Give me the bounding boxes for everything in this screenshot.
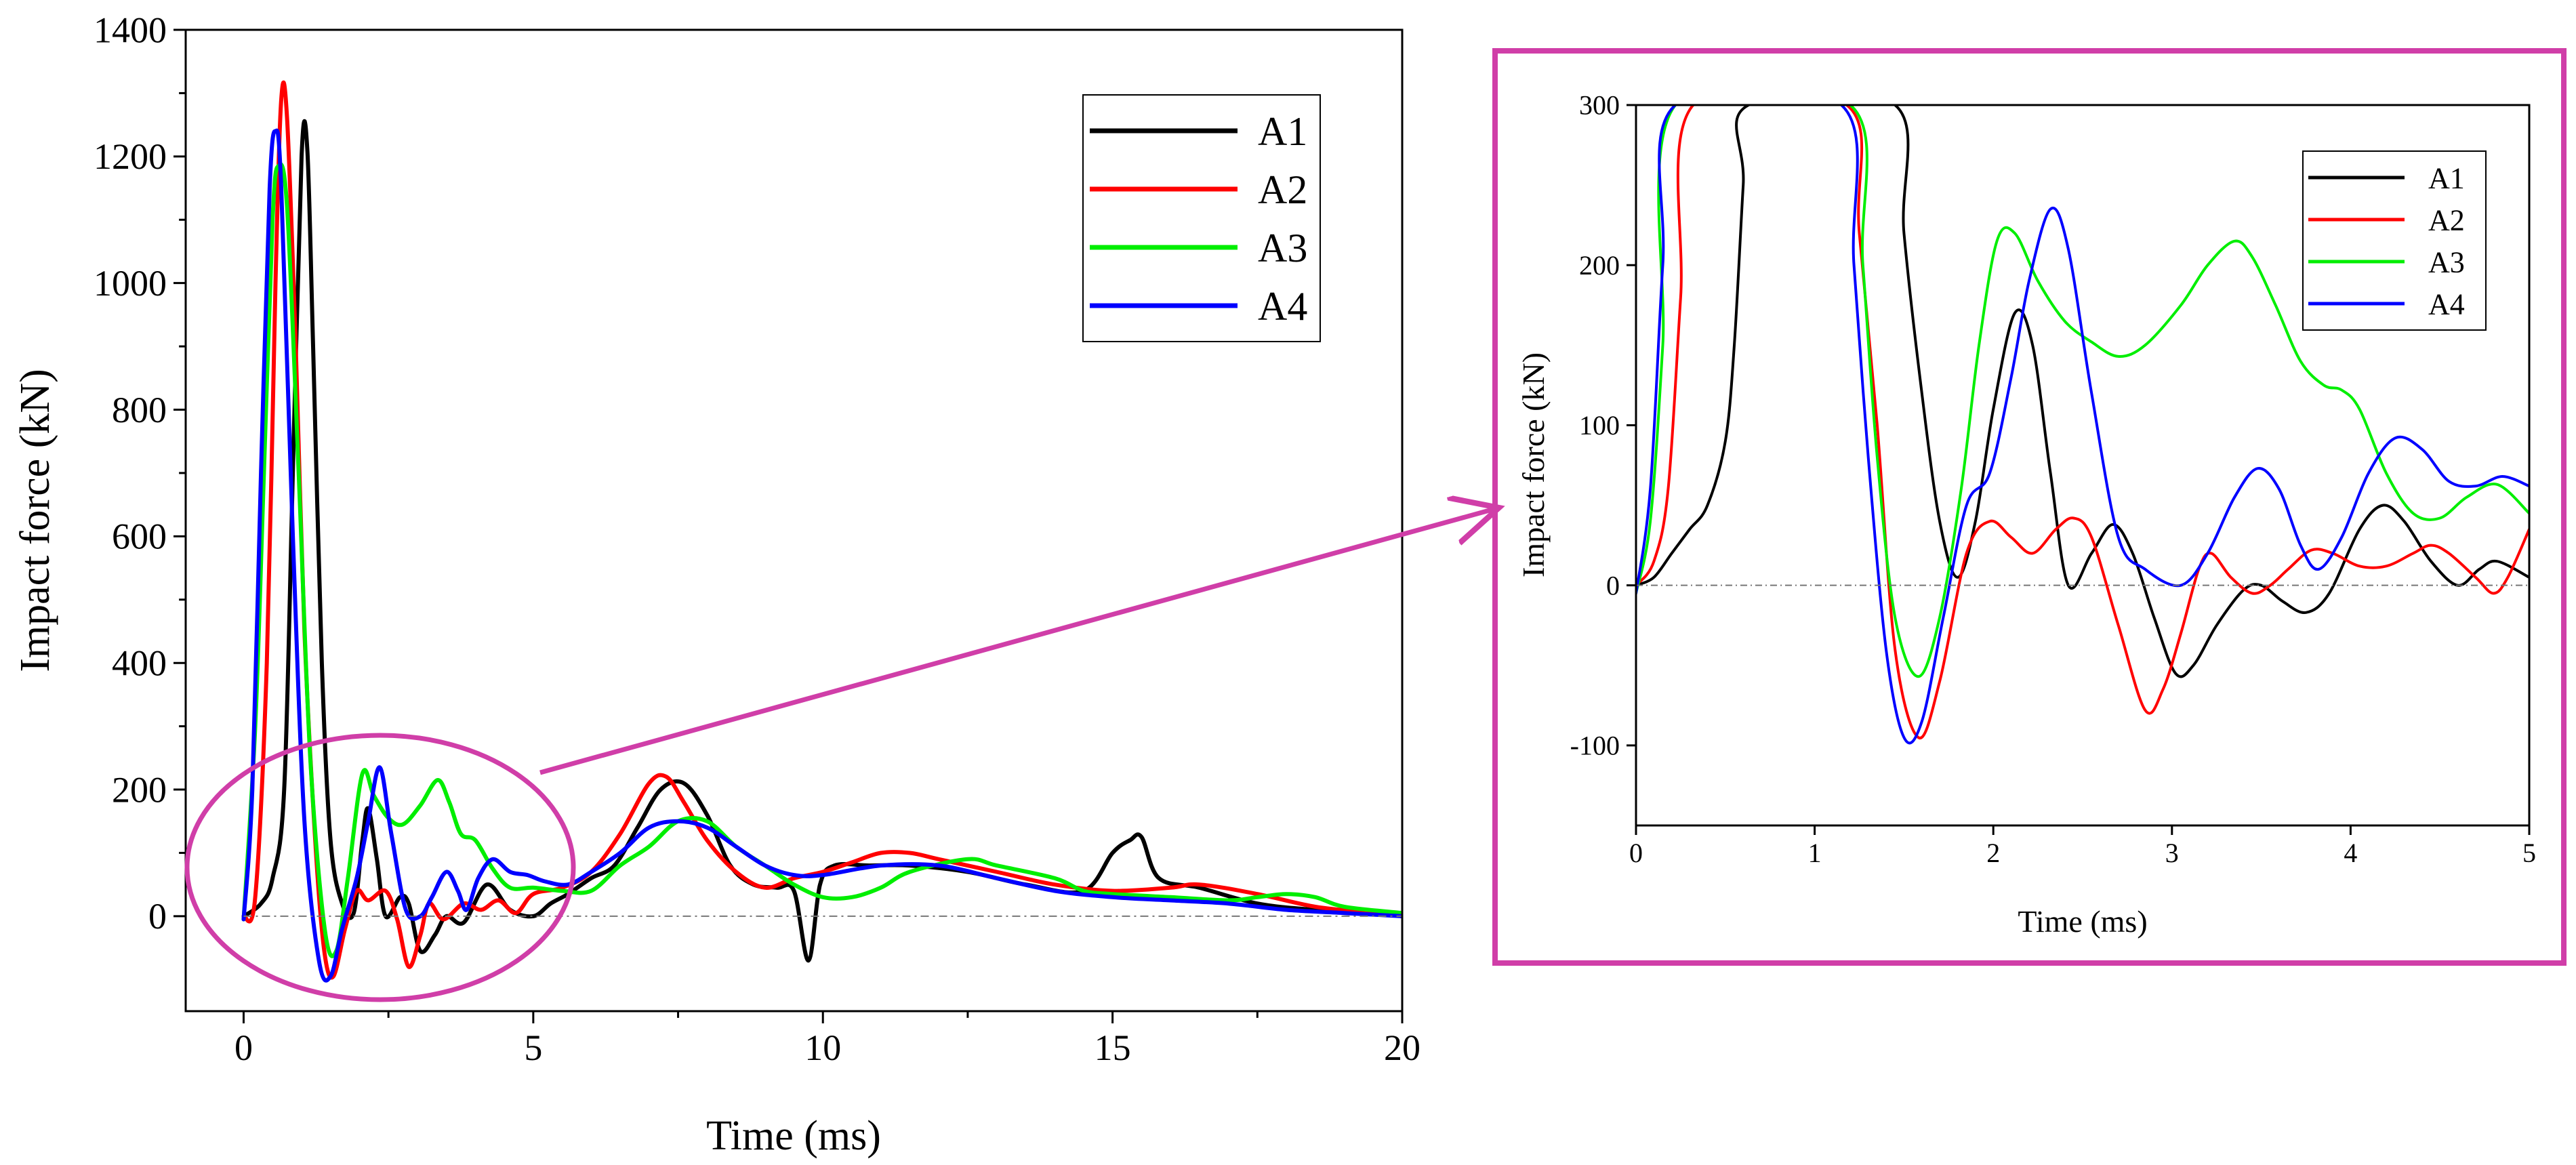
inset-legend-label-a2: A2 <box>2428 203 2465 237</box>
main-x-tick-label: 5 <box>524 1027 542 1068</box>
inset-x-tick-label: 0 <box>1629 838 1643 868</box>
main-y-tick-label: 600 <box>112 516 167 557</box>
main-legend-box <box>1082 94 1321 342</box>
main-legend: A1 A2 A3 A4 <box>1082 94 1321 342</box>
inset-x-tick-label: 2 <box>1986 838 2000 868</box>
main-x-tick-label: 10 <box>804 1027 841 1068</box>
inset-series-line-a1 <box>1636 105 2529 678</box>
inset-y-tick-label: 200 <box>1579 250 1620 281</box>
inset-box <box>1492 48 2567 966</box>
inset-y-tick-label: 0 <box>1606 570 1620 600</box>
inset-series-line-a4 <box>1636 105 2529 745</box>
main-y-tick-label: 1200 <box>94 136 167 177</box>
inset-ticks: 0 1 2 3 4 5 -100 0 100 200 300 <box>1570 90 2536 868</box>
main-x-tick-label: 0 <box>234 1027 253 1068</box>
inset-y-tick-label: -100 <box>1570 730 1620 760</box>
inset-series-line-a3 <box>1636 105 2529 678</box>
main-series-line-a2 <box>241 80 1402 980</box>
inset-x-tick-label: 5 <box>2522 838 2536 868</box>
main-series-line-a4 <box>241 128 1402 983</box>
zoom-arrow <box>539 509 1494 775</box>
inset-legend-box <box>2302 150 2487 331</box>
inset-legend-label-a4: A4 <box>2428 287 2465 321</box>
main-y-tick-label: 1000 <box>94 263 167 304</box>
main-y-tick-label: 0 <box>148 896 167 937</box>
main-x-tick-label: 20 <box>1384 1027 1420 1068</box>
main-legend-label-a4: A4 <box>1258 284 1307 329</box>
main-legend-label-a3: A3 <box>1258 226 1307 270</box>
main-x-axis-label: Time (ms) <box>706 1113 881 1159</box>
main-series-group <box>241 80 1402 983</box>
zoom-region-ellipse <box>184 733 576 1002</box>
main-series-line-a3 <box>241 162 1402 958</box>
inset-y-axis-label: Impact force (kN) <box>1516 352 1551 577</box>
inset-legend-label-a3: A3 <box>2428 245 2465 279</box>
main-y-tick-label: 800 <box>112 390 167 430</box>
main-legend-label-a1: A1 <box>1258 109 1307 154</box>
inset-y-tick-label: 100 <box>1579 410 1620 441</box>
main-y-axis-label: Impact force (kN) <box>12 369 58 672</box>
inset-x-tick-label: 4 <box>2344 838 2357 868</box>
inset-plot-frame <box>1635 104 2531 827</box>
inset-chart: 0 1 2 3 4 5 -100 0 100 200 300 Time (ms) Impact fo… <box>1516 90 2536 939</box>
main-y-tick-label: 1400 <box>94 9 167 50</box>
inset-legend-label-a1: A1 <box>2428 161 2465 195</box>
inset-legend: A1 A2 A3 A4 <box>2302 150 2487 331</box>
main-y-tick-label: 400 <box>112 643 167 684</box>
inset-series-group <box>1636 105 2529 745</box>
inset-y-tick-label: 300 <box>1579 90 1620 121</box>
main-plot-frame <box>184 28 1404 1013</box>
inset-x-tick-label: 1 <box>1808 838 1822 868</box>
inset-series-line-a2 <box>1636 105 2529 739</box>
main-legend-label-a2: A2 <box>1258 167 1307 212</box>
inset-x-tick-label: 3 <box>2165 838 2179 868</box>
inset-x-axis-label: Time (ms) <box>2018 904 2147 939</box>
main-y-tick-label: 200 <box>112 769 167 810</box>
main-x-tick-label: 15 <box>1095 1027 1131 1068</box>
